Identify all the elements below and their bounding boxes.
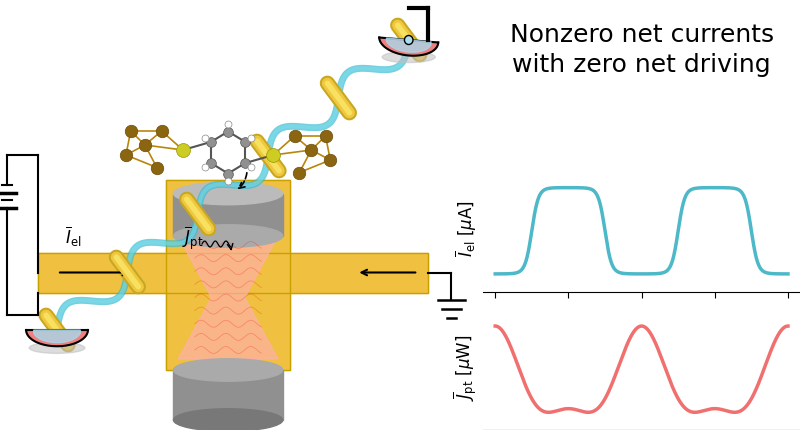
Bar	[174, 194, 282, 236]
Y-axis label: $\overline{J}_{\mathrm{pt}}$ [$\mu$W]: $\overline{J}_{\mathrm{pt}}$ [$\mu$W]	[452, 335, 479, 401]
Text: Nonzero net currents
with zero net driving: Nonzero net currents with zero net drivi…	[510, 23, 774, 77]
Ellipse shape	[174, 225, 282, 247]
Text: $\overline{J}_{\mathrm{pt}}$: $\overline{J}_{\mathrm{pt}}$	[182, 224, 203, 252]
Text: $\overline{I}_{\mathrm{el}}$: $\overline{I}_{\mathrm{el}}$	[66, 225, 82, 249]
Polygon shape	[178, 236, 278, 359]
Ellipse shape	[30, 342, 85, 353]
Ellipse shape	[174, 409, 282, 430]
Ellipse shape	[174, 359, 282, 381]
Polygon shape	[386, 38, 431, 52]
Ellipse shape	[405, 36, 413, 44]
Polygon shape	[166, 180, 290, 370]
Polygon shape	[379, 37, 438, 56]
Ellipse shape	[174, 182, 282, 205]
Ellipse shape	[382, 52, 435, 62]
Polygon shape	[34, 330, 80, 343]
Polygon shape	[38, 252, 428, 292]
Bar	[174, 370, 282, 420]
Y-axis label: $\overline{I}_{\mathrm{el}}$ [$\mu$A]: $\overline{I}_{\mathrm{el}}$ [$\mu$A]	[454, 201, 479, 258]
Polygon shape	[26, 330, 88, 346]
